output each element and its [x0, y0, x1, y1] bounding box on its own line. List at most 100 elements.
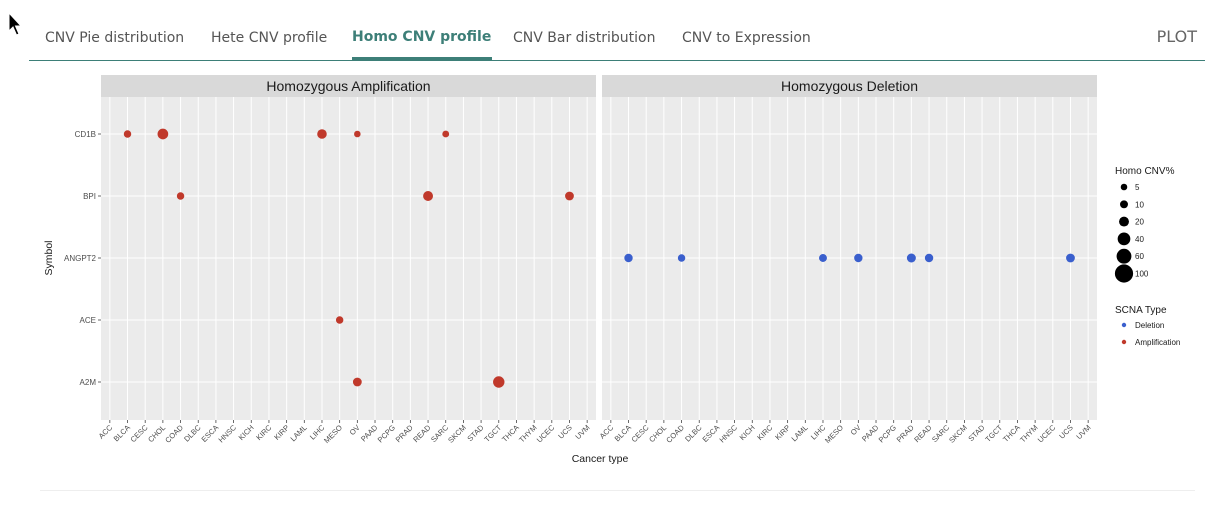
x-tick-label: ESCA: [200, 423, 221, 444]
facet-strip: [101, 75, 596, 97]
x-tick-label: READ: [912, 423, 934, 445]
x-tick-label: LAML: [288, 423, 308, 443]
x-tick-label: KIRC: [755, 423, 774, 442]
facet-strip: [602, 75, 1097, 97]
data-point: [157, 128, 169, 140]
active-tab-indicator: [352, 57, 492, 60]
data-point: [854, 253, 863, 263]
tab-cnv-pie-distribution[interactable]: CNV Pie distribution: [45, 30, 185, 46]
tab-homo-cnv-profile[interactable]: Homo CNV profile: [352, 29, 492, 45]
data-point: [493, 376, 505, 388]
mouse-pointer-icon: [8, 12, 22, 36]
x-tick-label: PCPG: [877, 423, 899, 445]
x-tick-label: COAD: [664, 423, 686, 445]
x-tick-label: SKCM: [446, 423, 468, 445]
tab-bar: CNV Pie distribution Hete CNV profile Ho…: [29, 20, 1205, 61]
x-tick-label: COAD: [163, 423, 185, 445]
x-tick-label: LAML: [789, 423, 809, 443]
size-legend-key: [1120, 200, 1128, 209]
tab-hete-cnv-profile[interactable]: Hete CNV profile: [211, 30, 328, 46]
x-tick-label: UVM: [573, 423, 591, 441]
size-legend-key: [1120, 183, 1128, 191]
x-tick-label: CESC: [630, 423, 652, 445]
x-tick-label: DLBC: [182, 423, 203, 444]
x-axis-title: Cancer type: [572, 453, 629, 465]
size-legend-key: [1116, 248, 1132, 264]
data-point: [352, 377, 362, 387]
size-legend-label: 100: [1135, 270, 1149, 279]
x-tick-label: THYM: [1018, 423, 1039, 444]
x-tick-label: HNSC: [217, 423, 239, 445]
x-tick-label: UCS: [556, 423, 574, 441]
x-tick-label: CESC: [129, 423, 151, 445]
x-tick-label: OV: [849, 423, 863, 437]
x-tick-label: THYM: [517, 423, 538, 444]
x-tick-label: UCEC: [535, 423, 557, 445]
x-tick-label: TGCT: [983, 423, 1004, 444]
x-tick-label: PRAD: [394, 423, 416, 445]
size-legend-label: 10: [1135, 200, 1144, 209]
size-legend-label: 60: [1135, 252, 1144, 261]
color-legend-key: [1121, 322, 1127, 328]
x-tick-label: MESO: [823, 423, 845, 445]
plot-title: PLOT: [1156, 27, 1197, 46]
x-tick-label: UCS: [1057, 423, 1075, 441]
data-point: [354, 130, 361, 138]
divider: [40, 490, 1195, 491]
x-tick-label: BLCA: [112, 423, 132, 443]
x-tick-label: OV: [348, 423, 362, 437]
data-point: [624, 253, 633, 263]
y-tick-label: CD1B: [75, 130, 96, 139]
data-point: [924, 253, 934, 263]
data-point: [335, 316, 344, 324]
data-point: [176, 192, 185, 200]
x-tick-label: ESCA: [701, 423, 722, 444]
color-legend-label: Amplification: [1135, 338, 1180, 347]
x-tick-label: THCA: [1001, 423, 1022, 444]
data-point: [906, 253, 916, 263]
tab-cnv-bar-distribution[interactable]: CNV Bar distribution: [513, 30, 656, 46]
x-tick-label: STAD: [465, 423, 486, 444]
y-tick-label: BPI: [83, 192, 96, 201]
y-axis-title: Symbol: [43, 240, 55, 275]
size-legend-label: 20: [1135, 218, 1144, 227]
x-tick-label: STAD: [966, 423, 987, 444]
facet-title: Homozygous Deletion: [781, 78, 918, 94]
x-tick-label: BLCA: [613, 423, 633, 443]
size-legend-title: Homo CNV%: [1115, 166, 1175, 177]
x-tick-label: DLBC: [683, 423, 704, 444]
x-tick-label: PRAD: [895, 423, 917, 445]
color-legend-key: [1121, 339, 1127, 345]
x-tick-label: KIRC: [254, 423, 273, 442]
data-point: [317, 129, 327, 139]
y-tick-label: ACE: [80, 316, 96, 325]
x-tick-label: KIRP: [272, 423, 291, 442]
data-point: [442, 130, 450, 138]
x-tick-label: TGCT: [482, 423, 503, 444]
color-legend-label: Deletion: [1135, 321, 1164, 330]
size-legend-label: 5: [1135, 183, 1140, 192]
data-point: [819, 254, 827, 262]
x-tick-label: HNSC: [718, 423, 740, 445]
x-tick-label: THCA: [500, 423, 521, 444]
x-tick-label: MESO: [322, 423, 344, 445]
data-point: [423, 191, 434, 201]
x-tick-label: PCPG: [376, 423, 398, 445]
size-legend-key: [1114, 264, 1134, 283]
x-tick-label: CHOL: [647, 423, 668, 444]
size-legend-key: [1119, 216, 1129, 227]
y-tick-label: ANGPT2: [64, 254, 97, 263]
x-tick-label: KIRP: [773, 423, 792, 442]
facet-title: Homozygous Amplification: [266, 78, 430, 94]
x-tick-label: KICH: [237, 423, 256, 442]
size-legend-key: [1117, 232, 1131, 246]
color-legend-title: SCNA Type: [1115, 305, 1167, 316]
x-tick-label: KICH: [738, 423, 757, 442]
x-tick-label: READ: [411, 423, 433, 445]
data-point: [565, 191, 574, 201]
tab-cnv-to-expression[interactable]: CNV to Expression: [682, 30, 811, 46]
x-tick-label: CHOL: [146, 423, 167, 444]
y-tick-label: A2M: [80, 378, 97, 387]
size-legend-label: 40: [1135, 235, 1144, 244]
